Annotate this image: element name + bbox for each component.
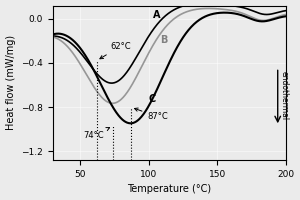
Text: 62°C: 62°C xyxy=(100,42,131,59)
Text: 87°C: 87°C xyxy=(134,108,168,121)
Y-axis label: Heat flow (mW/mg): Heat flow (mW/mg) xyxy=(6,35,16,130)
X-axis label: Temperature (°C): Temperature (°C) xyxy=(127,184,212,194)
Text: C: C xyxy=(149,94,156,104)
Text: B: B xyxy=(160,35,167,45)
Text: endothermal: endothermal xyxy=(279,71,288,120)
Text: A: A xyxy=(153,10,160,20)
Text: 74°C: 74°C xyxy=(83,128,110,140)
